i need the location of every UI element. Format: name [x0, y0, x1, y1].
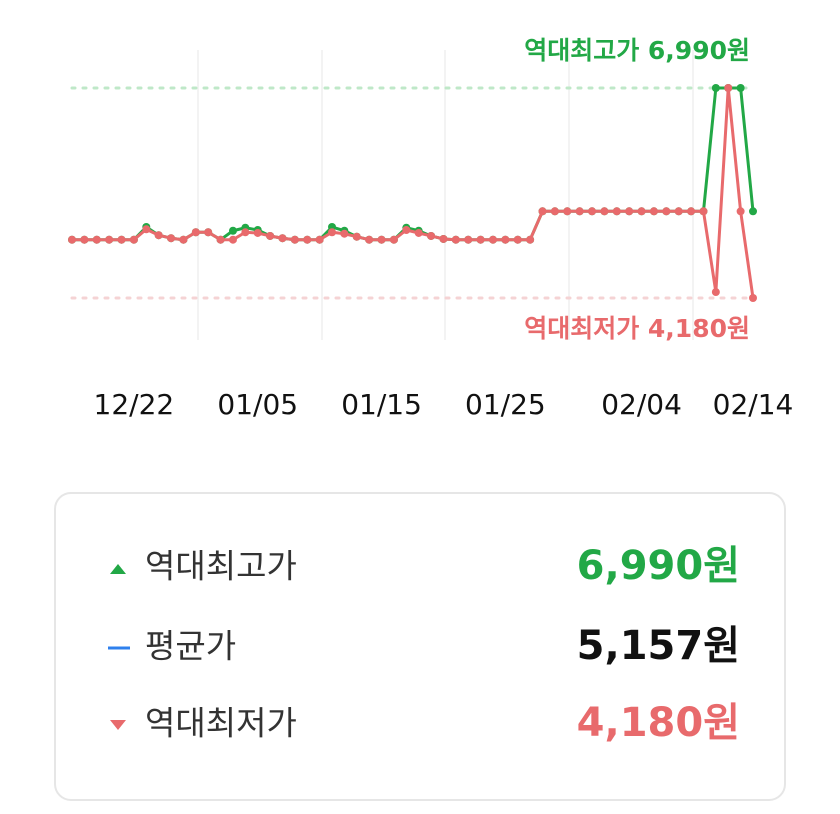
data-point — [179, 235, 188, 244]
x-tick-label: 12/22 — [94, 388, 175, 421]
data-point — [687, 207, 696, 216]
x-tick-label: 01/05 — [217, 388, 298, 421]
summary-card — [54, 492, 786, 801]
data-point — [637, 207, 646, 216]
data-point — [674, 207, 683, 216]
data-point — [550, 207, 559, 216]
data-point — [340, 229, 349, 238]
annotation: 역대최고가 6,990원 — [524, 36, 750, 65]
x-tick-label: 01/15 — [341, 388, 422, 421]
summary-value: 5,157원 — [577, 623, 740, 669]
data-point — [241, 228, 250, 237]
data-point — [588, 207, 597, 216]
data-point — [80, 235, 89, 244]
data-point — [315, 235, 324, 244]
data-point — [68, 235, 76, 244]
icon-up — [110, 564, 126, 574]
data-point — [191, 228, 200, 237]
data-point — [154, 231, 163, 240]
data-point — [278, 234, 287, 243]
data-point — [92, 235, 101, 244]
data-point — [266, 231, 275, 240]
series-line — [72, 86, 755, 242]
data-point — [365, 235, 374, 244]
data-point — [736, 84, 745, 92]
annotation: 역대최저가 4,180원 — [524, 314, 750, 343]
data-point — [649, 207, 658, 216]
data-point — [662, 207, 671, 216]
icon-down — [110, 720, 126, 730]
data-point — [736, 207, 745, 216]
summary-label: 역대최저가 — [145, 704, 297, 743]
data-point — [303, 235, 312, 244]
data-point — [513, 235, 522, 244]
data-point — [600, 207, 609, 216]
data-point — [228, 235, 237, 244]
data-point — [414, 228, 423, 237]
data-point — [105, 235, 114, 244]
data-point — [228, 226, 237, 235]
data-point — [216, 235, 225, 244]
data-point — [204, 228, 213, 237]
data-point — [501, 235, 510, 244]
data-point — [724, 84, 733, 92]
vertical-grid — [197, 50, 694, 340]
data-point — [749, 207, 757, 216]
summary-value: 4,180원 — [577, 700, 740, 746]
data-point — [389, 235, 398, 244]
data-point — [612, 207, 621, 216]
data-point — [699, 207, 708, 216]
data-point — [488, 235, 497, 244]
data-point — [526, 235, 535, 244]
data-point — [117, 235, 126, 244]
data-point — [290, 235, 299, 244]
x-tick-label: 02/04 — [601, 388, 682, 421]
data-point — [352, 232, 361, 241]
data-point — [464, 235, 473, 244]
data-point — [711, 84, 720, 92]
summary-value: 6,990원 — [577, 543, 740, 589]
data-point — [129, 235, 138, 244]
data-point — [538, 207, 547, 216]
data-point — [563, 207, 572, 216]
data-point — [439, 234, 448, 243]
summary-label: 역대최고가 — [145, 547, 297, 586]
data-point — [711, 288, 720, 297]
x-tick-label: 01/25 — [465, 388, 546, 421]
data-point — [625, 207, 634, 216]
data-point — [328, 228, 337, 237]
data-point — [575, 207, 584, 216]
data-point — [142, 225, 151, 234]
data-point — [253, 228, 262, 237]
data-point — [402, 225, 411, 234]
data-point — [451, 235, 460, 244]
data-point — [167, 234, 176, 243]
data-point — [427, 231, 436, 240]
x-tick-label: 02/14 — [713, 388, 794, 421]
data-point — [377, 235, 386, 244]
data-point — [749, 294, 757, 302]
data-point — [476, 235, 485, 244]
series-line — [72, 86, 755, 299]
summary-label: 평균가 — [145, 627, 236, 666]
